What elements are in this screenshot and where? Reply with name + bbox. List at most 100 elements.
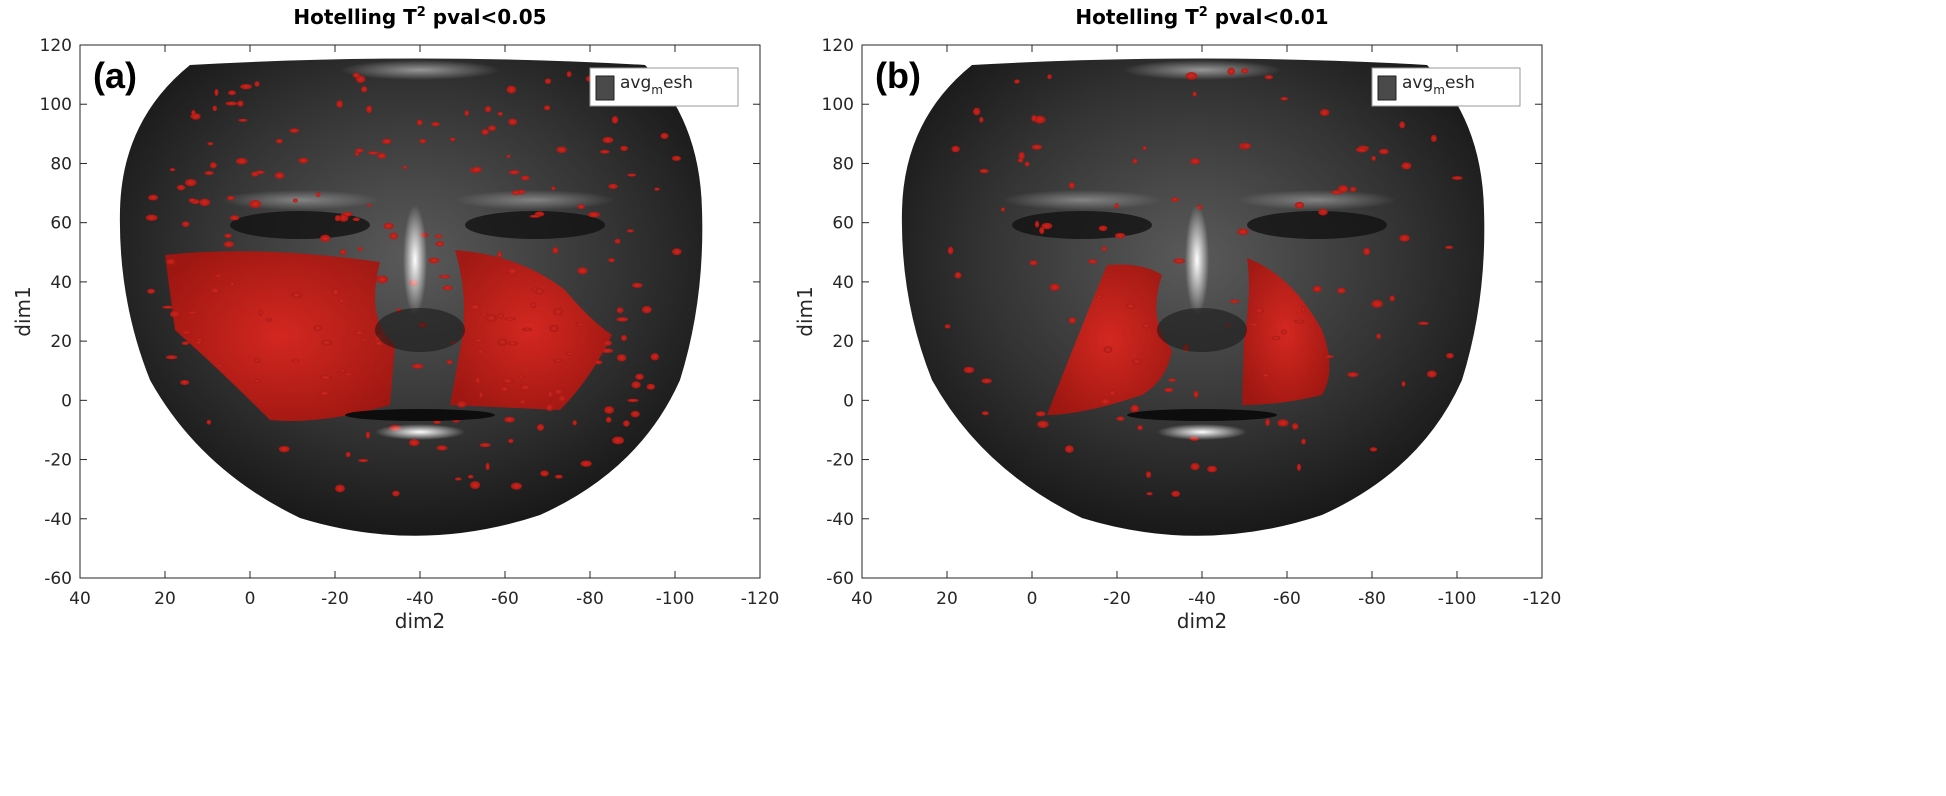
y-tick-label: -40 — [826, 510, 854, 530]
red-speck — [487, 125, 496, 132]
legend-box — [1371, 67, 1521, 107]
significance-region — [145, 71, 682, 497]
red-speck — [517, 189, 526, 195]
red-speck — [1446, 352, 1454, 359]
red-speck — [497, 313, 505, 319]
red-speck — [147, 288, 156, 294]
red-speck — [1114, 232, 1126, 239]
red-speck — [1037, 420, 1049, 428]
red-speck — [1261, 372, 1271, 378]
red-speck — [207, 142, 214, 146]
red-speck — [1347, 372, 1359, 378]
red-speck — [614, 238, 621, 244]
red-speck — [521, 175, 530, 181]
red-speck — [416, 119, 423, 126]
red-speck — [376, 275, 389, 284]
red-speck — [1114, 203, 1119, 209]
red-speck — [641, 305, 652, 314]
red-speck — [187, 311, 199, 315]
red-speck — [436, 445, 448, 451]
red-speck — [963, 366, 975, 374]
mouth — [1127, 409, 1277, 421]
red-speck — [278, 445, 290, 453]
red-speck — [484, 106, 492, 113]
eye — [465, 211, 605, 239]
red-speck — [358, 246, 363, 252]
red-speck — [551, 186, 556, 191]
red-speck — [602, 340, 612, 346]
red-speck — [1103, 346, 1113, 354]
red-speck — [981, 378, 992, 384]
red-speck — [237, 100, 244, 107]
red-speck — [321, 339, 333, 346]
red-speck — [1192, 91, 1197, 97]
red-speck — [367, 203, 372, 207]
red-speck — [588, 211, 601, 218]
red-speck — [1164, 387, 1174, 393]
red-speck — [1047, 74, 1052, 80]
red-speck — [254, 81, 260, 87]
legend-swatch — [595, 75, 615, 101]
red-speck — [176, 184, 186, 191]
red-speck — [292, 198, 298, 203]
red-speck — [604, 406, 615, 414]
red-speck — [1301, 305, 1306, 313]
red-speck — [227, 195, 235, 201]
red-speck — [335, 484, 345, 493]
red-speck — [1031, 114, 1037, 122]
red-speck — [635, 373, 644, 380]
red-speck — [1363, 247, 1371, 256]
red-speck — [266, 317, 273, 322]
legend-label: avgmesh — [1402, 73, 1475, 97]
red-speck — [1296, 463, 1302, 472]
red-speck — [377, 152, 387, 159]
red-speck — [1301, 438, 1306, 445]
x-tick-label: 0 — [1027, 589, 1038, 609]
x-tick-label: -40 — [1188, 589, 1216, 609]
red-speck — [343, 372, 354, 377]
red-speck — [1017, 158, 1024, 163]
red-speck — [235, 157, 248, 165]
red-speck — [1355, 147, 1368, 153]
red-speck — [671, 155, 682, 161]
red-speck — [1068, 317, 1077, 324]
red-speck — [229, 215, 240, 221]
red-speck — [507, 341, 519, 346]
nose-shine — [1185, 205, 1209, 315]
significance-region — [944, 67, 1463, 497]
red-speck — [1171, 490, 1181, 497]
red-speck — [358, 458, 369, 463]
red-speck — [402, 165, 408, 170]
red-speck — [470, 481, 481, 489]
red-speck — [352, 72, 360, 78]
y-tick-label: 20 — [50, 332, 72, 352]
red-speck — [258, 309, 263, 317]
red-speck — [1064, 445, 1074, 453]
red-speck — [1264, 74, 1274, 80]
y-tick-label: 100 — [40, 95, 72, 115]
panel: 40 20 0 -20 -40 -60 -80 -100 -120 -60 -40 -20 0 20 40 6… — [793, 5, 1561, 633]
x-tick-label: -120 — [741, 589, 780, 609]
y-tick-label: 80 — [832, 154, 854, 174]
red-speck — [375, 340, 384, 346]
x-tick-label: -80 — [1358, 589, 1386, 609]
red-speck — [1249, 322, 1260, 327]
red-speck — [521, 327, 533, 332]
face-surface — [901, 58, 1485, 536]
mouth — [345, 409, 495, 421]
x-tick-label: -20 — [1103, 589, 1131, 609]
red-speck — [353, 330, 365, 336]
red-speck — [1229, 299, 1240, 304]
red-speck — [291, 291, 302, 299]
red-speck — [660, 132, 669, 140]
red-speck — [213, 364, 225, 368]
y-tick-label: 120 — [40, 36, 72, 56]
red-speck — [536, 423, 545, 431]
red-speck — [340, 368, 345, 374]
red-speck — [1132, 158, 1138, 164]
red-speck — [1029, 260, 1038, 266]
forehead-shine — [1122, 60, 1282, 80]
red-speck — [383, 222, 394, 230]
red-speck — [352, 217, 360, 222]
red-speck — [449, 137, 456, 142]
